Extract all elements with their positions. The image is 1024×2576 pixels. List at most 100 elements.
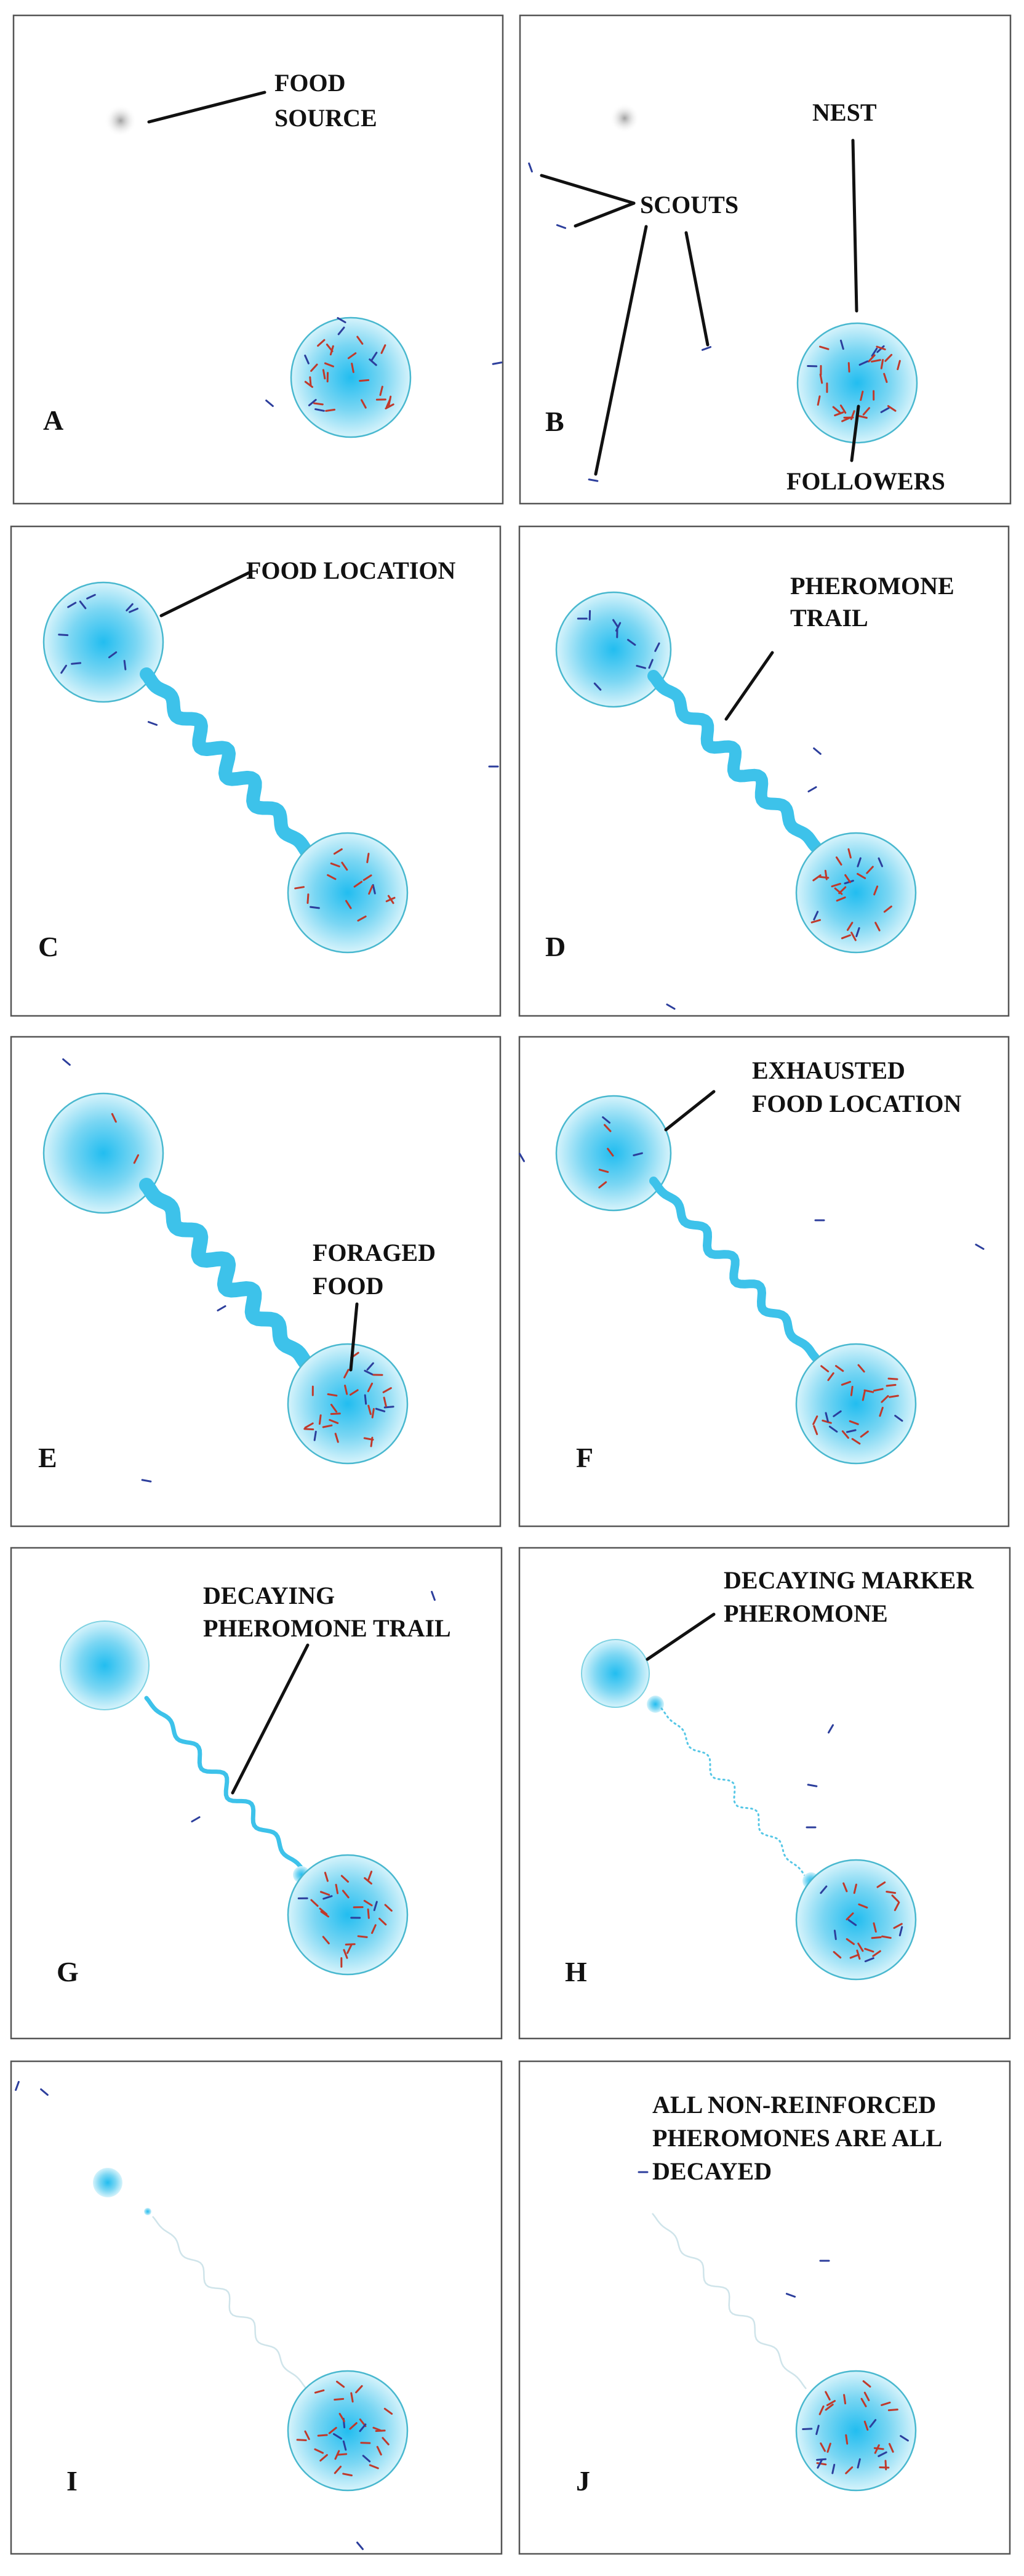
ant	[844, 874, 852, 883]
panel-b: NEST SCOUTS FOLLOWERS B	[519, 14, 1012, 505]
ant	[356, 2542, 364, 2550]
ant	[351, 363, 354, 373]
exhausted-food-location	[555, 1095, 672, 1212]
ant	[860, 390, 864, 401]
ant	[303, 1428, 314, 1431]
faded-pheromone-trail	[152, 2216, 307, 2389]
panel-i: I	[10, 2060, 503, 2555]
ant	[123, 659, 127, 670]
ant	[841, 1430, 849, 1439]
ant	[851, 1438, 861, 1445]
ant	[874, 2444, 880, 2454]
foraged-food-label-line2: FOOD	[313, 1272, 384, 1300]
ant	[310, 363, 318, 372]
ant	[333, 848, 343, 855]
ant	[368, 885, 374, 895]
foraged-food-label-line1: FORAGED	[313, 1239, 436, 1266]
panel-h: DECAYING MARKER PHEROMONE H	[518, 1547, 1011, 2040]
ant	[314, 408, 325, 412]
ant	[356, 336, 364, 345]
ant	[893, 1923, 903, 1929]
ant	[319, 2454, 328, 2462]
ant	[889, 1395, 899, 1398]
ant-cluster	[598, 1116, 643, 1189]
ant	[858, 1903, 868, 1909]
exhausted-food-leader	[664, 1090, 716, 1132]
ant	[340, 1875, 350, 1883]
ant	[841, 1380, 851, 1386]
ant	[862, 407, 870, 416]
ant	[887, 405, 897, 412]
ant	[361, 399, 367, 409]
ant	[883, 372, 888, 384]
ant	[874, 922, 881, 932]
ant	[836, 896, 846, 902]
ant	[343, 1369, 350, 1379]
ant-cluster	[297, 1870, 393, 1968]
ant	[296, 2439, 307, 2442]
ant	[370, 1436, 374, 1447]
ant	[126, 603, 134, 612]
ant	[612, 619, 619, 629]
ant	[217, 1305, 226, 1311]
decaying-trail-label-line2: PHEROMONE TRAIL	[203, 1614, 451, 1642]
ant	[319, 1907, 328, 1915]
ant	[833, 1950, 842, 1959]
ant	[362, 874, 372, 881]
ant	[883, 905, 892, 913]
scouts-leader	[684, 231, 710, 347]
scouts-leader	[594, 225, 648, 476]
ant	[820, 1885, 828, 1894]
ant	[834, 411, 844, 417]
ant	[129, 608, 138, 613]
ant	[876, 1881, 886, 1888]
ant	[334, 2465, 342, 2474]
ant	[880, 359, 884, 369]
ant	[880, 407, 890, 413]
panel-label: E	[38, 1442, 57, 1473]
ant	[431, 1590, 436, 1601]
ant	[834, 1365, 844, 1372]
food-location	[581, 1639, 650, 1708]
ant	[833, 1410, 842, 1417]
ant	[322, 1424, 333, 1428]
ant	[828, 1425, 838, 1433]
panel-label: F	[576, 1442, 593, 1473]
ant	[881, 2401, 891, 2406]
ant	[886, 1383, 897, 1387]
pheromone-trail	[647, 670, 822, 853]
ant	[810, 919, 822, 924]
ant	[364, 1394, 367, 1405]
ant	[322, 369, 326, 380]
ant	[897, 360, 901, 371]
ant	[785, 2293, 796, 2298]
ant	[813, 911, 819, 921]
ant	[383, 2407, 393, 2415]
ant	[881, 1395, 889, 1403]
ant	[846, 922, 854, 932]
ant	[841, 934, 851, 940]
ant	[371, 1924, 377, 1934]
panel-frame	[10, 2060, 503, 2555]
ant	[654, 642, 660, 652]
ant	[878, 2451, 887, 2457]
scout-ants	[62, 1058, 226, 1483]
ant	[371, 1407, 375, 1419]
exhausted-food-label-line1: EXHAUSTED	[752, 1057, 905, 1084]
ant	[387, 895, 394, 904]
ant	[863, 2420, 869, 2431]
panel-d: PHEROMONE TRAIL D	[518, 525, 1010, 1017]
ant	[839, 339, 844, 350]
nest	[795, 1859, 917, 1981]
ant	[807, 1784, 818, 1787]
trail-start-glow	[647, 1696, 664, 1713]
ant	[380, 344, 386, 354]
ant	[337, 2453, 348, 2456]
food-source	[610, 103, 639, 133]
ant	[67, 602, 77, 608]
nest-leader	[851, 139, 858, 313]
ant	[336, 2380, 345, 2388]
ant	[871, 1936, 882, 1939]
food-source-label-line2: SOURCE	[274, 104, 377, 132]
